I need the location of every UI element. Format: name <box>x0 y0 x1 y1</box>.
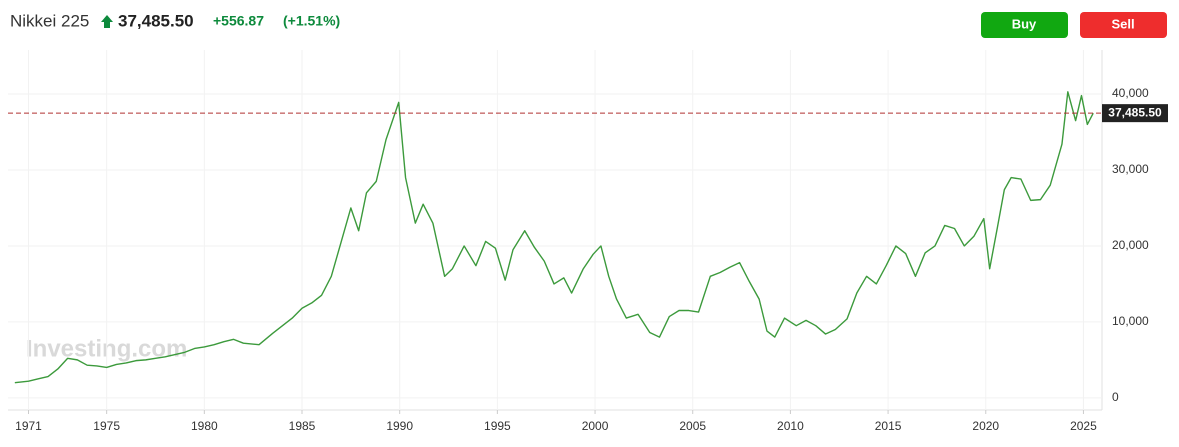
y-tick-label: 10,000 <box>1112 314 1149 328</box>
x-tick-label: 1990 <box>386 419 413 433</box>
sell-button[interactable] <box>1080 12 1167 38</box>
x-tick-label: 1971 <box>15 419 42 433</box>
x-tick-label: 1980 <box>191 419 218 433</box>
x-tick-label: 2005 <box>679 419 706 433</box>
price-line <box>14 91 1094 384</box>
sell-label[interactable]: Sell <box>1111 16 1134 31</box>
x-tick-label: 1985 <box>289 419 316 433</box>
price: 37,485.50 <box>118 11 194 30</box>
x-tick-label: 2010 <box>777 419 804 433</box>
y-tick-label: 40,000 <box>1112 86 1149 100</box>
change: +556.87 <box>213 13 264 29</box>
change-percent: (+1.51%) <box>283 13 340 29</box>
chart-title: Nikkei 225 <box>10 11 89 30</box>
x-tick-label: 1975 <box>93 419 120 433</box>
up-arrow <box>101 15 113 28</box>
buy-label[interactable]: Buy <box>1012 16 1037 31</box>
x-tick-label: 2015 <box>875 419 902 433</box>
x-tick-label: 1995 <box>484 419 511 433</box>
y-tick-label: 0 <box>1112 390 1119 404</box>
price-tag <box>1102 104 1168 123</box>
x-tick-label: 2020 <box>972 419 999 433</box>
buy-button[interactable] <box>981 12 1068 38</box>
x-tick-label: 2025 <box>1070 419 1097 433</box>
price-tag-label: 37,485.50 <box>1108 105 1162 119</box>
y-tick-label: 20,000 <box>1112 238 1149 252</box>
x-tick-label: 2000 <box>582 419 609 433</box>
y-tick-label: 30,000 <box>1112 162 1149 176</box>
